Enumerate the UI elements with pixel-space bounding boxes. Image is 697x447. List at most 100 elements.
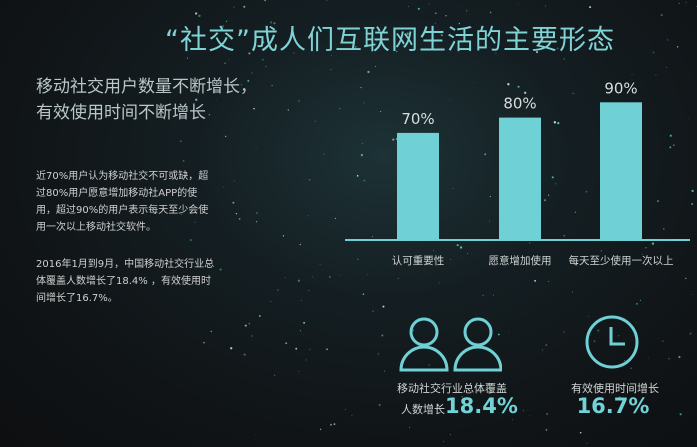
bar-2 (600, 102, 642, 240)
section-heading: 移动社交用户数量不断增长，有效使用时间不断增长 (36, 77, 257, 123)
star (298, 100, 300, 102)
star (601, 49, 603, 51)
star (685, 277, 687, 279)
star (314, 120, 316, 122)
star (377, 353, 379, 354)
star (195, 98, 198, 101)
category-label-0: 认可重要性 (392, 254, 445, 267)
star (230, 347, 233, 350)
star (548, 280, 550, 282)
star (334, 217, 337, 219)
star (597, 329, 600, 332)
star (378, 404, 381, 406)
data-label-1: 80% (503, 95, 536, 113)
star (271, 84, 273, 87)
star (299, 330, 301, 332)
star (269, 21, 273, 24)
star (417, 386, 419, 388)
star (691, 202, 694, 206)
star (436, 404, 439, 407)
star (375, 39, 378, 42)
star (360, 87, 362, 89)
star (265, 65, 267, 67)
star (536, 51, 538, 53)
star (323, 153, 325, 155)
star (244, 324, 247, 327)
star (362, 293, 365, 296)
star (443, 441, 444, 442)
star (409, 426, 411, 428)
star (556, 47, 559, 50)
star (688, 117, 689, 119)
star (546, 413, 548, 415)
star (356, 175, 359, 177)
star (600, 250, 602, 252)
star (518, 3, 519, 4)
star (182, 159, 185, 162)
star (445, 15, 447, 17)
star (367, 70, 370, 74)
star (381, 334, 384, 337)
star (685, 1, 687, 3)
star (691, 294, 693, 295)
star (360, 153, 364, 157)
star (354, 45, 357, 48)
star (180, 213, 183, 215)
star (228, 59, 229, 61)
star (617, 334, 620, 337)
star (397, 277, 399, 279)
star (406, 32, 409, 35)
star (660, 14, 663, 17)
star (529, 242, 531, 244)
bar-0 (397, 132, 439, 240)
star (338, 107, 341, 110)
star (676, 46, 679, 48)
star (233, 6, 235, 8)
star (225, 20, 228, 22)
star (669, 134, 672, 137)
star (631, 74, 633, 76)
star (589, 6, 592, 9)
star (194, 221, 196, 223)
star (329, 276, 331, 278)
star (277, 289, 279, 291)
star (587, 315, 590, 317)
star (563, 331, 565, 333)
star (662, 340, 664, 342)
star (408, 5, 409, 7)
star (285, 342, 288, 345)
star (495, 52, 497, 54)
star (303, 322, 305, 324)
star (555, 183, 557, 185)
star (449, 434, 452, 436)
star (339, 274, 341, 276)
star (287, 109, 289, 111)
star (458, 22, 461, 25)
star (433, 250, 434, 252)
star (434, 22, 436, 24)
star (630, 367, 632, 369)
star (572, 92, 574, 94)
star (309, 348, 311, 350)
star (180, 140, 182, 142)
star (297, 279, 300, 282)
star (274, 374, 276, 376)
star (293, 52, 295, 54)
stat-coverage: 移动社交行业总体覆盖 人数增长18.4% (397, 380, 518, 418)
star (243, 353, 246, 356)
data-label-0: 70% (401, 110, 434, 128)
star (666, 39, 669, 41)
star (651, 242, 655, 245)
star (223, 186, 225, 188)
star (256, 221, 258, 223)
star (224, 62, 226, 64)
star (648, 357, 649, 359)
star (691, 189, 694, 193)
star (488, 46, 490, 48)
star (482, 294, 484, 297)
star (243, 5, 246, 8)
star (374, 65, 377, 68)
star (655, 74, 657, 76)
star (635, 302, 638, 305)
category-label-1: 愿意增加使用 (489, 254, 552, 267)
